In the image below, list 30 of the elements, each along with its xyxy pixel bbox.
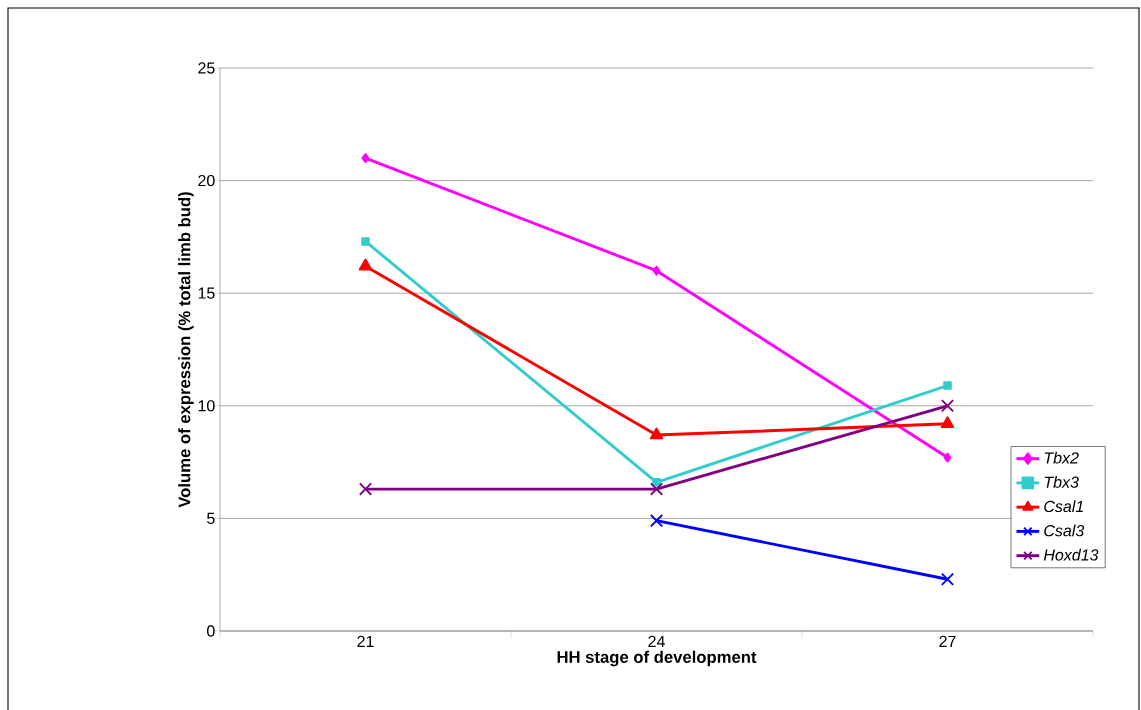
y-tick-label: 0: [207, 625, 215, 637]
point: [940, 572, 955, 586]
legend-label: Tbx2: [1044, 451, 1079, 464]
point: [943, 452, 952, 463]
y-tick-label: 15: [198, 287, 215, 299]
x-axis-title: HH stage of development: [557, 650, 757, 667]
legend-label: Hoxd13: [1043, 548, 1099, 561]
point: [649, 427, 664, 440]
x-tick-label: 27: [939, 635, 956, 647]
point: [940, 399, 955, 413]
legend-label: Csal1: [1044, 500, 1083, 513]
point: [940, 416, 955, 429]
y-tick-label: 25: [198, 62, 215, 74]
y-tick-label: 10: [198, 400, 215, 412]
point: [358, 258, 373, 271]
y-tick-label: 20: [198, 174, 215, 187]
y-tick-label: 5: [207, 512, 215, 524]
point: [361, 237, 370, 246]
point: [361, 153, 370, 164]
point: [358, 482, 373, 496]
point: [652, 265, 661, 276]
y-axis-title: Volume of expression (% total limb bud): [178, 192, 194, 508]
x-tick-label: 24: [648, 635, 665, 647]
point: [649, 482, 664, 496]
point: [943, 381, 952, 390]
x-tick-label: 21: [357, 635, 374, 647]
point: [652, 478, 661, 487]
legend-label: Csal3: [1044, 524, 1085, 537]
legend-label: Tbx3: [1044, 476, 1079, 488]
point: [649, 514, 664, 528]
